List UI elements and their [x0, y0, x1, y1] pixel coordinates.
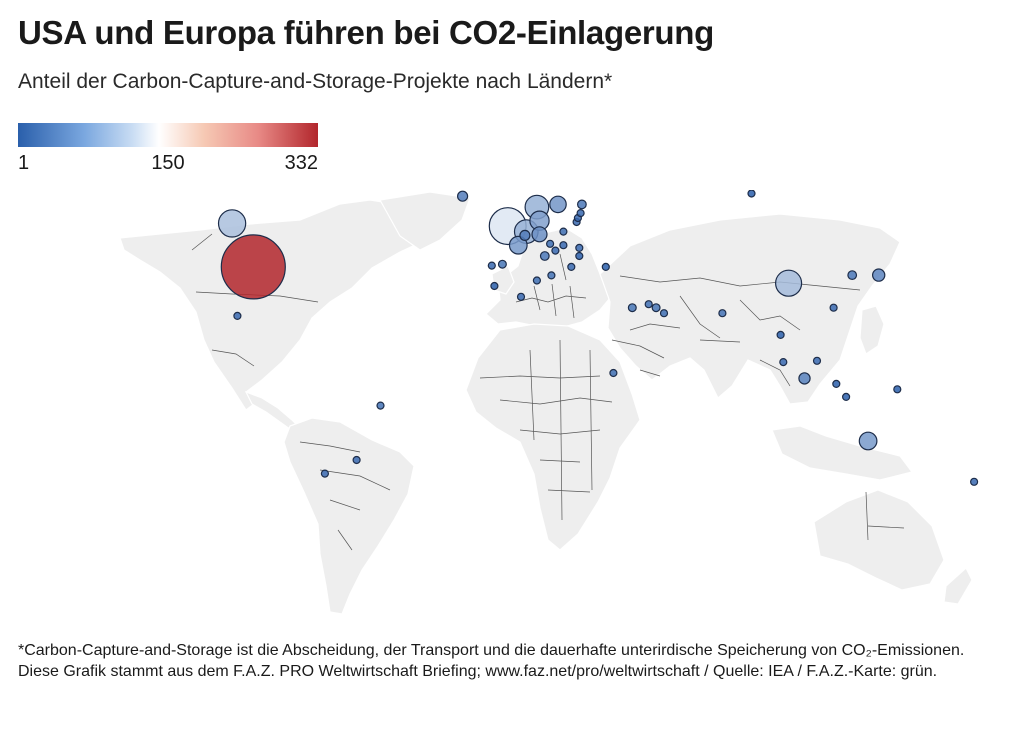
bubble-estland	[576, 209, 585, 218]
bubble-mexiko	[233, 311, 242, 321]
bubble-usa	[220, 234, 286, 300]
bubble-griechenland	[567, 262, 576, 272]
bubble-spanien	[497, 259, 507, 269]
bubble-frankreich	[508, 235, 528, 255]
border-middle-east	[611, 323, 681, 377]
bubble-südkorea	[847, 270, 858, 280]
land-africa	[465, 323, 641, 551]
bubble-kanada	[217, 209, 247, 238]
bubble-chile	[320, 469, 329, 478]
bubble-schweden	[549, 195, 567, 214]
land-australia	[813, 489, 945, 591]
page-subtitle: Anteil der Carbon-Capture-and-Storage-Pr…	[18, 70, 613, 93]
bubble-australien	[858, 431, 878, 451]
bubble-russland	[747, 190, 756, 198]
footnote-source: Diese Grafik stammt aus dem F.A.Z. PRO W…	[18, 663, 938, 680]
bubble-deutschland	[531, 226, 548, 243]
border-alaska	[191, 233, 213, 251]
bubble-indien	[718, 309, 727, 318]
page-title: USA und Europa führen bei CO2-Einlagerun…	[18, 14, 715, 51]
bubble-neuseeland	[969, 477, 979, 486]
legend-mid-label: 150	[151, 152, 185, 174]
bubble-indonesien-ost	[832, 379, 841, 388]
bubble-österreich	[545, 239, 555, 248]
land-north-america	[119, 199, 441, 411]
bubble-ungarn	[559, 241, 568, 250]
bubble-thailand	[776, 330, 785, 339]
bubble-algerien	[516, 292, 526, 301]
bubble-layer	[217, 190, 979, 486]
bubble-malta	[547, 271, 556, 280]
bubble-malaysia	[779, 358, 788, 367]
color-legend: 1 150 332	[18, 123, 318, 174]
border-south-america	[299, 441, 391, 551]
legend-min-label: 1	[18, 152, 30, 174]
land-greenland	[379, 191, 471, 251]
land-indonesia	[771, 425, 914, 481]
land-new-zealand	[943, 567, 973, 605]
bubble-polen	[559, 227, 568, 236]
bubble-türkei	[601, 262, 610, 272]
border-usa-mexico	[211, 349, 255, 367]
bubble-island	[457, 190, 469, 202]
footnote-definition: *Carbon-Capture-and-Storage ist die Absc…	[18, 642, 965, 659]
world-map	[0, 190, 1024, 630]
bubble-portugal	[487, 261, 496, 270]
land-japan	[859, 305, 885, 355]
footnote: *Carbon-Capture-and-Storage ist die Absc…	[18, 640, 1008, 682]
border-asia	[619, 275, 861, 387]
land-asia	[599, 213, 901, 405]
border-africa	[479, 339, 613, 521]
bubble-katar	[644, 300, 653, 309]
bubble-brasilien	[376, 401, 385, 410]
bubble-italien	[539, 251, 550, 261]
land-layer	[119, 191, 973, 615]
bubble-bulgarien	[575, 251, 584, 261]
bubble-argentinien	[352, 455, 361, 465]
world-map-svg	[119, 190, 979, 615]
bubble-finnland	[577, 199, 587, 210]
border-europe	[515, 253, 587, 319]
bubble-taiwan	[829, 303, 838, 312]
bubble-kroatien	[551, 246, 560, 255]
bubble-brunei	[812, 356, 822, 365]
bubble-japan	[872, 268, 886, 282]
border-layer	[191, 233, 905, 551]
bubble-indonesien	[798, 372, 811, 385]
bubble-china	[774, 269, 803, 297]
bubble-marokko	[490, 281, 499, 291]
bubble-papua-neuguinea	[893, 385, 902, 394]
land-south-america	[283, 417, 415, 615]
legend-max-label: 332	[284, 152, 318, 174]
bubble-kenia	[609, 368, 618, 378]
border-australia	[865, 491, 905, 541]
bubble-rumänien	[575, 243, 584, 253]
bubble-belgien	[519, 229, 531, 242]
color-scale-bar	[18, 123, 318, 147]
bubble-vae	[651, 303, 661, 313]
bubble-saudi-arabien	[627, 303, 637, 313]
bubble-tunesien	[532, 276, 542, 285]
bubble-timor-leste	[841, 392, 851, 401]
bubble-oman	[659, 309, 669, 318]
